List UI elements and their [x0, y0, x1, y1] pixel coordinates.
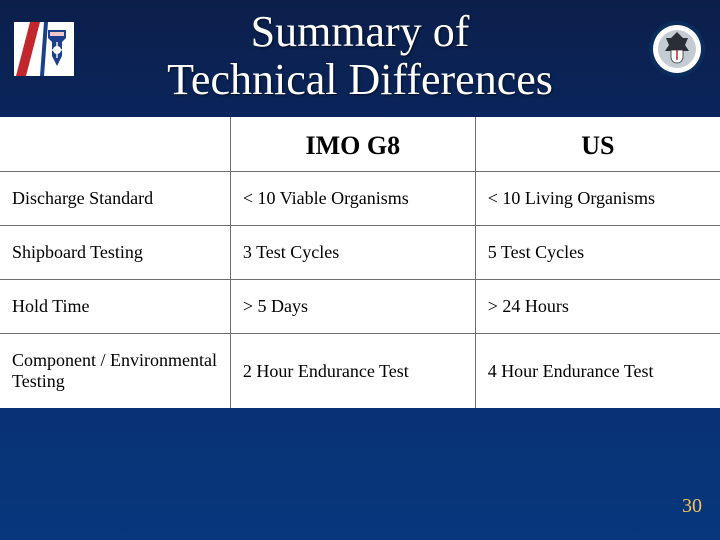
slide-title: Summary of Technical Differences: [90, 8, 630, 103]
row-label: Component / Environmental Testing: [0, 334, 230, 409]
comparison-table-container: IMO G8 US Discharge Standard < 10 Viable…: [0, 117, 720, 408]
cell: < 10 Viable Organisms: [230, 172, 475, 226]
table-row: Discharge Standard < 10 Viable Organisms…: [0, 172, 720, 226]
cell: > 5 Days: [230, 280, 475, 334]
title-line-2: Technical Differences: [167, 55, 553, 104]
title-line-1: Summary of: [251, 7, 470, 56]
cell: 5 Test Cycles: [475, 226, 720, 280]
table-row: Shipboard Testing 3 Test Cycles 5 Test C…: [0, 226, 720, 280]
col-header-us: US: [475, 117, 720, 172]
cell: 2 Hour Endurance Test: [230, 334, 475, 409]
table-header-row: IMO G8 US: [0, 117, 720, 172]
comparison-table: IMO G8 US Discharge Standard < 10 Viable…: [0, 117, 720, 408]
uscg-logo-icon: [14, 20, 74, 83]
table-row: Hold Time > 5 Days > 24 Hours: [0, 280, 720, 334]
row-label: Hold Time: [0, 280, 230, 334]
col-header-imo: IMO G8: [230, 117, 475, 172]
cell: < 10 Living Organisms: [475, 172, 720, 226]
page-number: 30: [682, 495, 702, 518]
header: Summary of Technical Differences: [0, 0, 720, 117]
cell: 4 Hour Endurance Test: [475, 334, 720, 409]
col-header-blank: [0, 117, 230, 172]
row-label: Discharge Standard: [0, 172, 230, 226]
cell: > 24 Hours: [475, 280, 720, 334]
cell: 3 Test Cycles: [230, 226, 475, 280]
row-label: Shipboard Testing: [0, 226, 230, 280]
table-row: Component / Environmental Testing 2 Hour…: [0, 334, 720, 409]
dhs-seal-icon: [648, 20, 706, 83]
